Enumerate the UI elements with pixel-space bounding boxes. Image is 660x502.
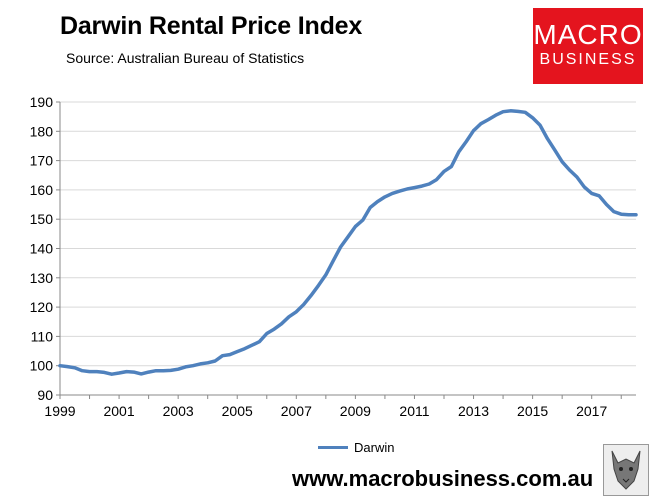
x-tick-label: 2015 [517, 403, 548, 419]
legend-swatch [318, 446, 348, 449]
x-tick-label: 2017 [576, 403, 607, 419]
y-tick-label: 130 [30, 270, 54, 286]
y-tick-label: 160 [30, 182, 54, 198]
legend: Darwin [318, 440, 394, 455]
x-tick-label: 1999 [44, 403, 75, 419]
y-tick-label: 100 [30, 358, 54, 374]
logo-line-1: MACRO [533, 19, 643, 50]
legend-label: Darwin [354, 440, 395, 455]
x-tick-label: 2005 [222, 403, 253, 419]
x-tick-label: 2011 [399, 403, 429, 419]
y-tick-label: 150 [30, 211, 54, 227]
axes [56, 101, 636, 399]
y-axis-ticks: 90 100 110 120 130 140 150 160 170 180 190 [30, 94, 54, 403]
y-tick-label: 90 [37, 387, 53, 403]
wolf-logo-icon [603, 444, 649, 496]
x-tick-label: 2009 [340, 403, 371, 419]
x-axis-ticks: 1999 2001 2003 2005 2007 2009 2011 2013 2015 2017 [44, 403, 607, 419]
x-tick-label: 2003 [163, 403, 194, 419]
y-tick-label: 190 [30, 94, 54, 110]
y-tick-label: 110 [31, 328, 54, 344]
footer-url: www.macrobusiness.com.au [292, 466, 594, 491]
y-tick-label: 170 [30, 153, 54, 169]
chart-title: Darwin Rental Price Index [60, 12, 363, 40]
logo-line-2: BUSINESS [539, 51, 637, 68]
gridlines [60, 101, 636, 367]
series-line-darwin [58, 109, 638, 376]
x-tick-label: 2013 [458, 403, 489, 419]
y-tick-label: 120 [30, 299, 54, 315]
y-tick-label: 180 [30, 123, 54, 139]
x-tick-label: 2007 [281, 403, 312, 419]
series-group [58, 109, 638, 376]
chart-subtitle: Source: Australian Bureau of Statistics [66, 50, 305, 66]
macrobusiness-logo: MACRO BUSINESS [533, 8, 643, 84]
y-tick-label: 140 [30, 241, 54, 257]
x-tick-label: 2001 [103, 403, 134, 419]
